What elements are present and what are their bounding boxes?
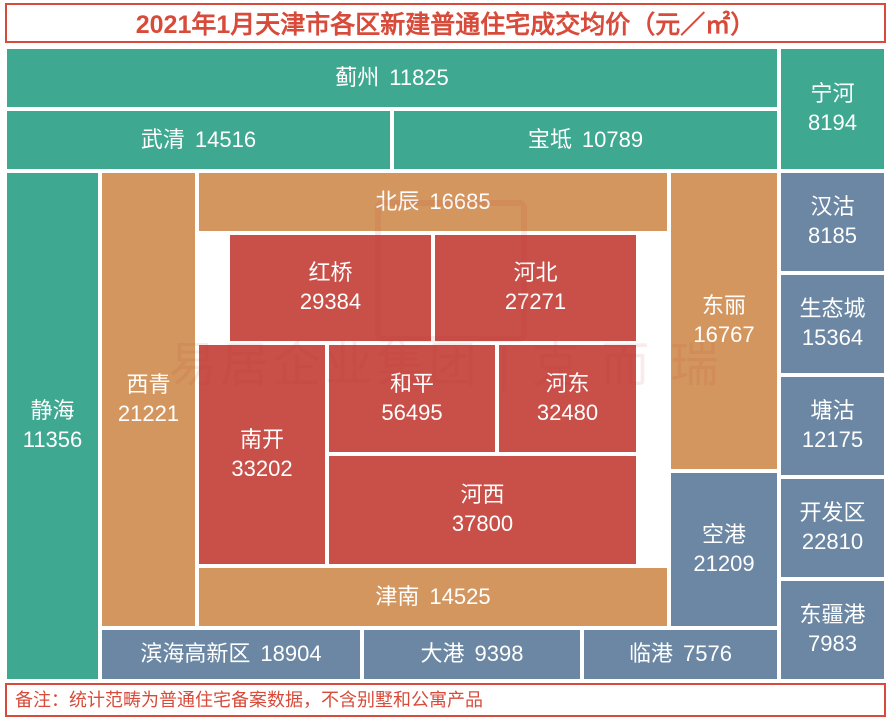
cell-value: 33202 — [231, 455, 292, 484]
cell-临港: 临港 7576 — [582, 628, 779, 681]
cell-汉沽: 汉沽8185 — [779, 171, 886, 273]
cell-宝坻: 宝坻 10789 — [392, 109, 779, 171]
cell-空港: 空港21209 — [669, 471, 779, 628]
cell-开发区: 开发区22810 — [779, 477, 886, 579]
cell-value: 11356 — [23, 426, 83, 455]
cell-name: 静海 — [30, 397, 74, 426]
cell-name: 武清 — [141, 126, 185, 155]
cell-大港: 大港 9398 — [362, 628, 582, 681]
cell-name: 河东 — [545, 370, 589, 399]
cell-value: 29384 — [300, 288, 361, 317]
cell-河北: 河北27271 — [433, 233, 638, 343]
cell-value: 12175 — [802, 426, 863, 455]
cell-value: 7983 — [808, 630, 857, 659]
cell-value: 11825 — [389, 64, 449, 93]
cell-name: 滨海高新区 — [140, 640, 250, 669]
cell-name: 和平 — [390, 370, 434, 399]
cell-name: 红桥 — [308, 259, 352, 288]
cell-静海: 静海11356 — [5, 171, 100, 681]
cell-value: 9398 — [475, 640, 524, 669]
cell-value: 32480 — [537, 399, 598, 428]
cell-蓟州: 蓟州 11825 — [5, 47, 779, 109]
cell-value: 22810 — [802, 528, 863, 557]
cell-西青: 西青21221 — [100, 171, 197, 628]
cell-name: 开发区 — [799, 499, 865, 528]
chart-title: 2021年1月天津市各区新建普通住宅成交均价（元／㎡） — [5, 3, 886, 43]
cell-name: 汉沽 — [810, 193, 854, 222]
cell-name: 大港 — [421, 640, 465, 669]
cell-value: 37800 — [452, 510, 513, 539]
cell-name: 东疆港 — [799, 601, 865, 630]
cell-name: 北辰 — [375, 188, 419, 217]
cell-name: 生态城 — [799, 295, 865, 324]
cell-北辰: 北辰 16685 — [197, 171, 669, 233]
cell-河东: 河东32480 — [497, 343, 638, 454]
cell-value: 14525 — [429, 583, 490, 612]
cell-name: 空港 — [702, 521, 746, 550]
cell-东疆港: 东疆港7983 — [779, 579, 886, 681]
cell-value: 16685 — [429, 188, 490, 217]
cell-value: 10789 — [582, 126, 643, 155]
cell-武清: 武清 14516 — [5, 109, 392, 171]
cell-value: 21221 — [118, 400, 179, 429]
cell-name: 河西 — [460, 481, 504, 510]
cell-name: 宝坻 — [528, 126, 572, 155]
cell-value: 14516 — [195, 126, 256, 155]
cell-name: 西青 — [126, 371, 170, 400]
cell-name: 临港 — [629, 640, 673, 669]
cell-name: 津南 — [375, 583, 419, 612]
cell-name: 蓟州 — [335, 64, 379, 93]
cell-value: 8194 — [808, 109, 857, 138]
cell-河西: 河西37800 — [327, 454, 638, 566]
cell-value: 56495 — [381, 399, 442, 428]
cell-塘沽: 塘沽12175 — [779, 375, 886, 477]
cell-滨海高新区: 滨海高新区 18904 — [100, 628, 362, 681]
cell-value: 15364 — [802, 324, 863, 353]
cell-红桥: 红桥29384 — [228, 233, 433, 343]
cell-value: 16767 — [693, 321, 754, 350]
cell-name: 宁河 — [810, 80, 854, 109]
cell-生态城: 生态城15364 — [779, 273, 886, 375]
cell-name: 南开 — [240, 426, 284, 455]
cell-value: 27271 — [505, 288, 566, 317]
treemap-container: 2021年1月天津市各区新建普通住宅成交均价（元／㎡） 蓟州 11825 宁河819… — [0, 0, 891, 720]
cell-宁河: 宁河8194 — [779, 47, 886, 171]
cell-value: 7576 — [683, 640, 732, 669]
cell-value: 21209 — [693, 550, 754, 579]
chart-footer: 备注：统计范畴为普通住宅备案数据，不含别墅和公寓产品 — [5, 683, 886, 717]
cell-value: 8185 — [808, 222, 857, 251]
cell-津南: 津南 14525 — [197, 566, 669, 628]
cell-南开: 南开33202 — [197, 343, 327, 566]
cell-value: 18904 — [260, 640, 321, 669]
cell-name: 河北 — [513, 259, 557, 288]
cell-和平: 和平56495 — [327, 343, 497, 454]
cell-东丽: 东丽16767 — [669, 171, 779, 471]
cell-name: 东丽 — [702, 292, 746, 321]
cell-name: 塘沽 — [810, 397, 854, 426]
